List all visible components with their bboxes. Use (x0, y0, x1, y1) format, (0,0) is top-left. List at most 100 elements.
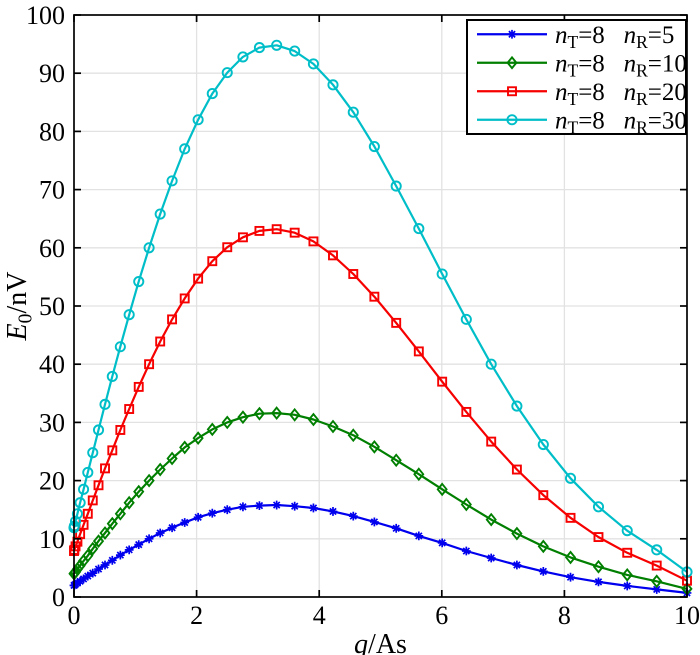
square-marker (369, 291, 380, 302)
diamond-marker (114, 506, 126, 521)
circle-marker (460, 313, 472, 325)
square-marker (100, 463, 110, 474)
diamond-marker (460, 497, 472, 512)
asterisk-marker (94, 564, 103, 574)
circle-marker (327, 79, 339, 91)
square-marker (538, 490, 549, 501)
series-line (72, 228, 688, 582)
legend-label: nT=8 nR=5 (555, 22, 674, 52)
diamond-marker (289, 407, 301, 422)
circle-marker (206, 88, 218, 100)
diamond-marker (390, 453, 402, 468)
asterisk-marker (272, 500, 282, 510)
diamond-marker (271, 406, 283, 420)
circle-marker (413, 223, 425, 235)
square-marker (115, 425, 126, 435)
square-marker (167, 314, 178, 325)
square-marker (82, 508, 93, 519)
x-tick-label: 6 (435, 601, 448, 630)
series-nt-8-nr-20 (69, 224, 692, 586)
circle-marker (106, 370, 118, 382)
asterisk-marker (622, 581, 632, 591)
square-marker (155, 336, 166, 347)
asterisk-marker (369, 517, 379, 527)
circle-marker (368, 140, 380, 153)
circle-marker (87, 447, 99, 459)
asterisk-marker (328, 507, 338, 516)
circle-marker (71, 508, 83, 520)
circle-marker (271, 39, 283, 51)
diamond-marker (92, 534, 105, 549)
circle-marker (92, 424, 105, 436)
y-tick-label: 40 (39, 350, 65, 379)
asterisk-marker (83, 571, 93, 581)
y-tick-label: 70 (39, 176, 65, 205)
diamond-marker (564, 550, 577, 565)
square-marker (622, 547, 633, 558)
y-tick-label: 20 (39, 467, 65, 496)
diamond-marker (106, 516, 118, 531)
series-line (73, 503, 688, 594)
asterisk-marker (309, 503, 318, 513)
y-tick-label: 30 (39, 408, 65, 437)
diamond-marker (485, 512, 497, 527)
y-tick-label: 80 (39, 117, 65, 146)
diamond-marker (133, 484, 145, 499)
square-marker (144, 359, 155, 370)
circle-marker (485, 358, 497, 370)
legend-item-3: nT=8 nR=30 (477, 107, 687, 137)
y-axis-label: E0/nV (2, 272, 37, 342)
series-line (72, 44, 688, 573)
square-marker (207, 256, 218, 267)
circle-marker (253, 42, 265, 54)
series-nt-8-nr-30 (68, 39, 693, 578)
asterisk-marker (461, 546, 471, 556)
x-tick-label: 10 (674, 601, 700, 630)
legend-asterisk-marker (507, 29, 517, 39)
circle-marker (511, 400, 523, 412)
circle-marker (564, 472, 577, 484)
legend-item-1: nT=8 nR=10 (477, 50, 687, 80)
square-marker (461, 406, 472, 417)
legend-square-marker (507, 86, 517, 97)
circle-marker (537, 438, 549, 451)
diamond-marker (621, 567, 633, 582)
diamond-marker (436, 482, 448, 497)
diamond-marker (123, 495, 135, 510)
asterisk-marker (486, 553, 496, 563)
diamond-marker (592, 559, 605, 574)
square-marker (179, 293, 190, 304)
asterisk-marker (124, 545, 134, 555)
diamond-marker (166, 451, 178, 466)
asterisk-marker (238, 502, 248, 512)
square-marker (254, 225, 265, 236)
square-marker (437, 376, 448, 387)
asterisk-marker (391, 523, 401, 533)
diamond-marker (87, 541, 99, 556)
square-marker (328, 250, 338, 261)
diamond-marker (154, 462, 166, 477)
asterisk-marker (538, 566, 548, 576)
square-marker (93, 480, 104, 491)
square-marker (133, 381, 144, 392)
diamond-marker (99, 526, 111, 540)
circle-marker (390, 180, 402, 192)
circle-marker (78, 483, 90, 495)
y-tick-label: 50 (39, 292, 65, 321)
x-tick-label: 8 (558, 601, 571, 630)
asterisk-marker (348, 511, 358, 521)
y-tick-label: 60 (39, 234, 65, 263)
square-marker (308, 236, 319, 247)
square-marker (511, 464, 522, 475)
square-marker (486, 436, 497, 447)
legend-box (466, 19, 687, 135)
legend-label: nT=8 nR=20 (555, 79, 687, 109)
square-marker (87, 495, 98, 506)
series-line (73, 412, 688, 590)
square-marker (222, 242, 233, 253)
legend-item-2: nT=8 nR=20 (477, 79, 687, 109)
